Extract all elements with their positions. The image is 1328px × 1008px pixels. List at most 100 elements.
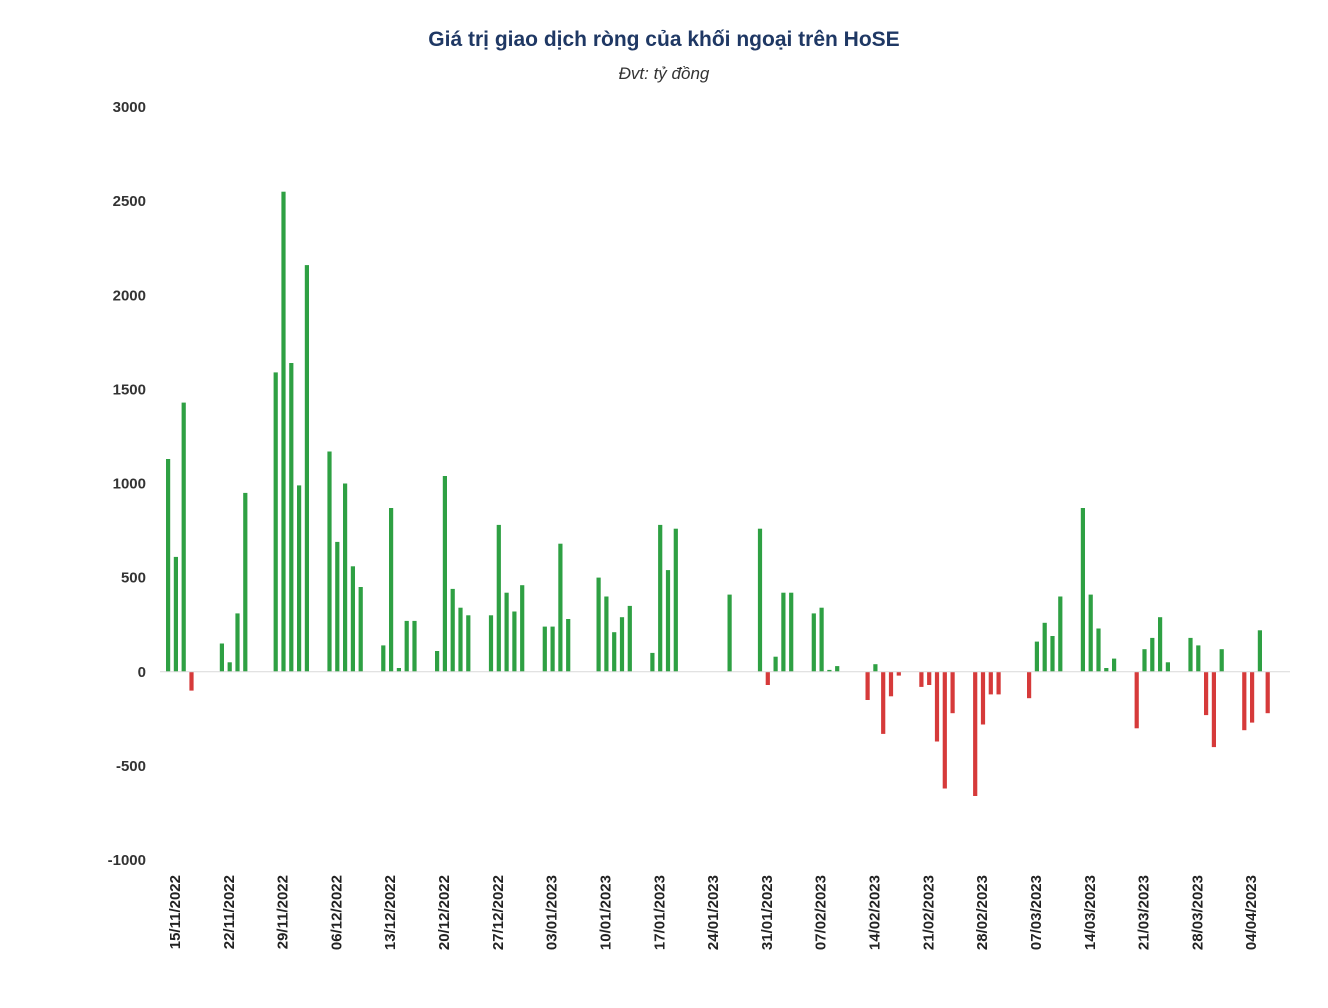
bar	[450, 588, 455, 672]
bar	[819, 607, 824, 672]
bar	[612, 632, 617, 672]
bar	[1088, 594, 1093, 672]
x-tick-label: 15/11/2022	[167, 875, 184, 949]
bar	[350, 566, 355, 672]
bar	[811, 613, 816, 672]
bar	[1211, 671, 1216, 748]
bar	[919, 671, 924, 687]
bar	[1034, 641, 1039, 672]
bar	[1112, 658, 1117, 672]
x-tick-label: 27/12/2022	[490, 875, 507, 950]
bar	[520, 585, 525, 672]
bar	[289, 363, 294, 672]
y-tick-label: -1000	[108, 852, 146, 869]
bar	[835, 666, 840, 672]
bar	[458, 607, 463, 672]
x-tick-label: 20/12/2022	[436, 875, 453, 950]
chart-title: Giá trị giao dịch ròng của khối ngoại tr…	[428, 28, 900, 51]
x-tick-label: 04/04/2023	[1243, 875, 1260, 950]
bars	[166, 191, 1270, 796]
bar	[1142, 649, 1147, 672]
bar	[396, 668, 401, 672]
bar	[166, 459, 171, 672]
x-tick-label: 07/03/2023	[1028, 875, 1045, 950]
bar	[1265, 671, 1270, 714]
bar	[781, 592, 786, 672]
bar	[727, 594, 732, 672]
bar	[942, 671, 947, 789]
bar	[973, 671, 978, 796]
x-tick-label: 21/02/2023	[920, 875, 937, 950]
x-tick-label: 17/01/2023	[651, 875, 668, 950]
bar	[335, 541, 340, 672]
bar	[181, 402, 186, 672]
bar	[243, 492, 248, 672]
bar	[466, 615, 471, 672]
bar	[950, 671, 955, 714]
bar	[1080, 508, 1085, 672]
bar	[604, 596, 609, 672]
bar	[504, 592, 509, 672]
y-tick-label: 2500	[113, 193, 146, 210]
bar	[189, 671, 194, 691]
x-tick-label: 03/01/2023	[544, 875, 561, 950]
bar	[488, 615, 494, 672]
bar	[650, 652, 655, 672]
bar	[619, 617, 625, 672]
bar	[1050, 636, 1055, 672]
bar	[896, 671, 901, 676]
y-axis-ticks: 3000 2500 2000 1500 1000 500 0 -500 -1000	[108, 99, 146, 869]
bar	[1042, 622, 1047, 672]
x-tick-label: 22/11/2022	[221, 875, 238, 949]
y-tick-label: 1000	[113, 476, 146, 493]
bar	[273, 372, 278, 672]
bar	[934, 671, 940, 742]
bar	[1027, 671, 1032, 699]
bar	[888, 671, 894, 697]
bar	[1188, 637, 1193, 672]
bar	[1165, 662, 1170, 672]
x-tick-label: 06/12/2022	[328, 875, 345, 950]
x-tick-label: 24/01/2023	[705, 875, 722, 950]
y-tick-label: 1500	[113, 381, 146, 398]
bar	[173, 556, 178, 672]
y-tick-label: 0	[138, 664, 146, 681]
y-tick-label: 2000	[113, 287, 146, 304]
x-axis-ticks: 15/11/2022 22/11/2022 29/11/2022 06/12/2022…	[167, 875, 1260, 950]
bar	[980, 671, 986, 725]
x-tick-label: 14/02/2023	[867, 875, 884, 950]
bar	[665, 570, 671, 672]
bar	[927, 671, 932, 685]
bar	[435, 651, 440, 672]
x-tick-label: 07/02/2023	[813, 875, 830, 950]
bar	[566, 619, 571, 672]
bar	[227, 662, 232, 672]
bar	[1196, 645, 1201, 672]
bar	[881, 671, 886, 734]
bar	[988, 671, 993, 695]
bar	[327, 451, 332, 672]
bar	[1250, 671, 1255, 723]
bar	[442, 476, 447, 672]
bar	[512, 611, 517, 672]
bar	[627, 605, 632, 672]
x-tick-label: 13/12/2022	[382, 875, 399, 950]
y-tick-label: -500	[116, 758, 146, 775]
bar	[1134, 671, 1139, 729]
bar	[827, 669, 832, 672]
bar	[865, 671, 870, 700]
bar	[873, 664, 878, 672]
bar	[1058, 596, 1063, 672]
bar	[235, 613, 240, 672]
bar	[1219, 649, 1224, 672]
bar	[1096, 628, 1101, 672]
bar	[765, 671, 770, 685]
y-tick-label: 500	[121, 570, 146, 587]
bar	[404, 620, 409, 672]
bar	[343, 483, 348, 672]
bar	[757, 528, 763, 672]
bar	[673, 528, 678, 672]
chart-subtitle: Đvt: tỷ đồng	[618, 64, 710, 83]
bar	[596, 577, 601, 672]
